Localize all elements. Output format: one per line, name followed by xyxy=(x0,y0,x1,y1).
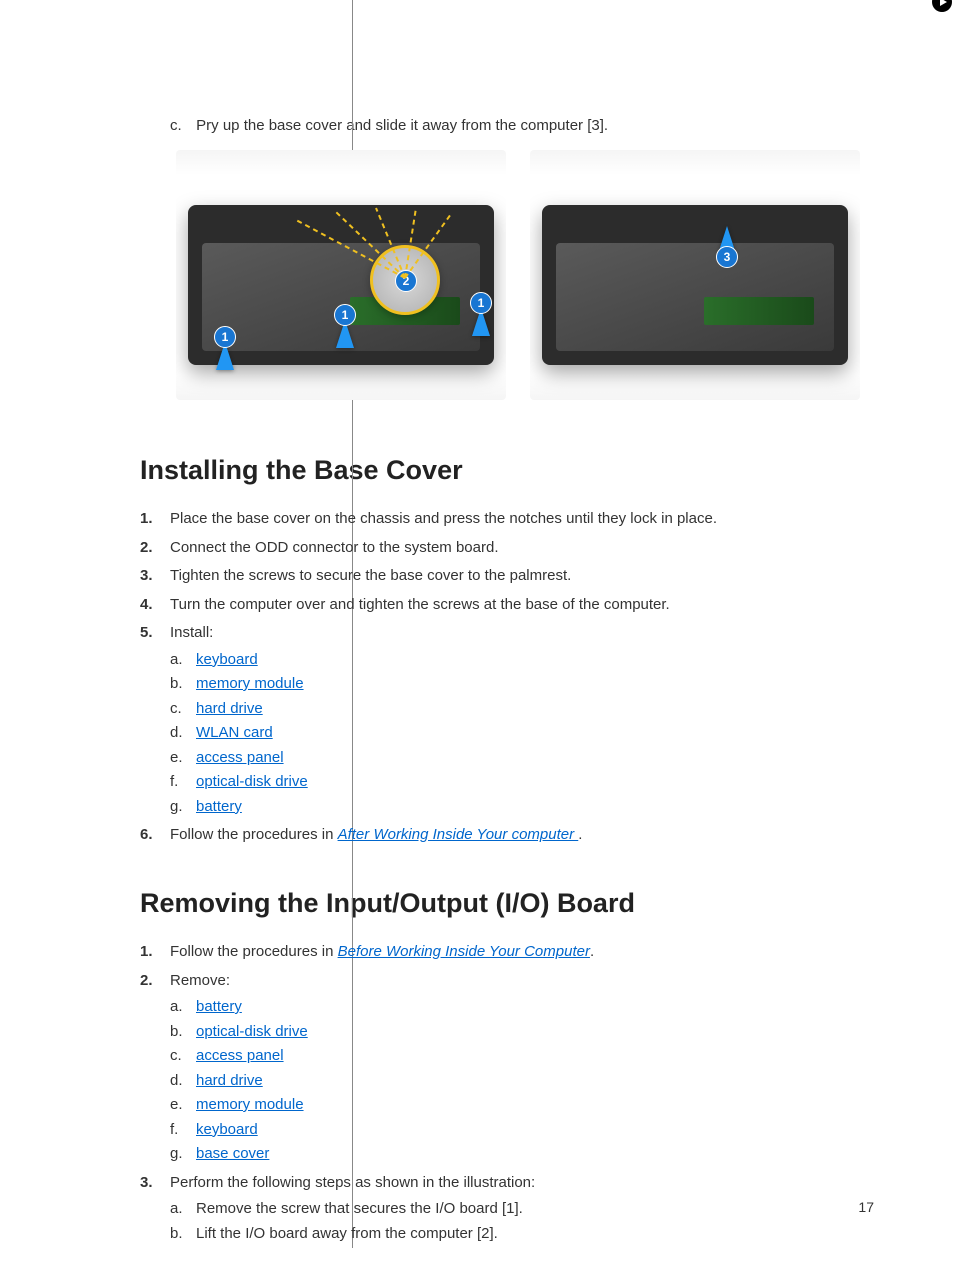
section2-steps: Follow the procedures in Before Working … xyxy=(140,941,874,1245)
link-after-working[interactable]: After Working Inside Your computer xyxy=(338,826,579,843)
section1-step-1: Place the base cover on the chassis and … xyxy=(140,508,874,531)
remove-item-access: access panel xyxy=(170,1045,874,1068)
step-c-marker: c. xyxy=(170,115,192,138)
link-before-working[interactable]: Before Working Inside Your Computer xyxy=(338,943,590,960)
install-item-hdd: hard drive xyxy=(170,698,874,721)
step3-item-b: Lift the I/O board away from the compute… xyxy=(170,1223,874,1246)
section2-step-2: Remove: battery optical-disk drive acces… xyxy=(140,970,874,1166)
board-strip-right xyxy=(704,297,814,325)
link-wlan-card[interactable]: WLAN card xyxy=(196,724,273,741)
install-item-access: access panel xyxy=(170,747,874,770)
page-number: 17 xyxy=(858,1197,874,1218)
install-item-battery: battery xyxy=(170,796,874,819)
orphan-step-c: c. Pry up the base cover and slide it aw… xyxy=(170,115,874,138)
section2-step-1: Follow the procedures in Before Working … xyxy=(140,941,874,964)
section2-step3-list: Remove the screw that secures the I/O bo… xyxy=(170,1198,874,1245)
install-item-wlan: WLAN card xyxy=(170,722,874,745)
callout-number-3: 3 xyxy=(716,246,738,268)
remove-item-memory: memory module xyxy=(170,1094,874,1117)
link-base-cover[interactable]: base cover xyxy=(196,1145,269,1162)
section2-step-3: Perform the following steps as shown in … xyxy=(140,1172,874,1246)
link-optical-disk-drive[interactable]: optical-disk drive xyxy=(196,773,308,790)
link-access-panel-2[interactable]: access panel xyxy=(196,1047,284,1064)
section1-steps: Place the base cover on the chassis and … xyxy=(140,508,874,847)
play-icon[interactable] xyxy=(932,0,952,12)
section1-step-4: Turn the computer over and tighten the s… xyxy=(140,594,874,617)
install-item-memory: memory module xyxy=(170,673,874,696)
link-battery-2[interactable]: battery xyxy=(196,998,242,1015)
section1-step-2: Connect the ODD connector to the system … xyxy=(140,537,874,560)
link-access-panel[interactable]: access panel xyxy=(196,749,284,766)
remove-item-keyboard: keyboard xyxy=(170,1119,874,1142)
link-keyboard[interactable]: keyboard xyxy=(196,651,258,668)
section2-heading: Removing the Input/Output (I/O) Board xyxy=(140,883,874,924)
link-memory-module[interactable]: memory module xyxy=(196,675,304,692)
section1-heading: Installing the Base Cover xyxy=(140,450,874,491)
section1-install-list: keyboard memory module hard drive WLAN c… xyxy=(170,649,874,819)
laptop-base-right xyxy=(542,205,848,365)
section1-step-5: Install: keyboard memory module hard dri… xyxy=(140,622,874,818)
figure-right: 3 xyxy=(530,150,860,400)
remove-item-odd: optical-disk drive xyxy=(170,1021,874,1044)
link-optical-disk-drive-2[interactable]: optical-disk drive xyxy=(196,1023,308,1040)
step3-item-a: Remove the screw that secures the I/O bo… xyxy=(170,1198,874,1221)
section1-step-3: Tighten the screws to secure the base co… xyxy=(140,565,874,588)
figure-row: 2 1 1 1 3 xyxy=(176,150,874,400)
link-hard-drive[interactable]: hard drive xyxy=(196,700,263,717)
figure-left: 2 1 1 1 xyxy=(176,150,506,400)
callout-number-1a: 1 xyxy=(214,326,236,348)
link-keyboard-2[interactable]: keyboard xyxy=(196,1121,258,1138)
link-memory-module-2[interactable]: memory module xyxy=(196,1096,304,1113)
remove-item-hdd: hard drive xyxy=(170,1070,874,1093)
section2-remove-list: battery optical-disk drive access panel … xyxy=(170,996,874,1166)
link-battery[interactable]: battery xyxy=(196,798,242,815)
step-c-text: Pry up the base cover and slide it away … xyxy=(196,117,608,134)
callout-number-1b: 1 xyxy=(334,304,356,326)
link-hard-drive-2[interactable]: hard drive xyxy=(196,1072,263,1089)
install-item-keyboard: keyboard xyxy=(170,649,874,672)
remove-item-base: base cover xyxy=(170,1143,874,1166)
section1-step-6: Follow the procedures in After Working I… xyxy=(140,824,874,847)
laptop-inner-right xyxy=(556,243,834,351)
remove-item-battery: battery xyxy=(170,996,874,1019)
callout-number-1c: 1 xyxy=(470,292,492,314)
install-item-odd: optical-disk drive xyxy=(170,771,874,794)
